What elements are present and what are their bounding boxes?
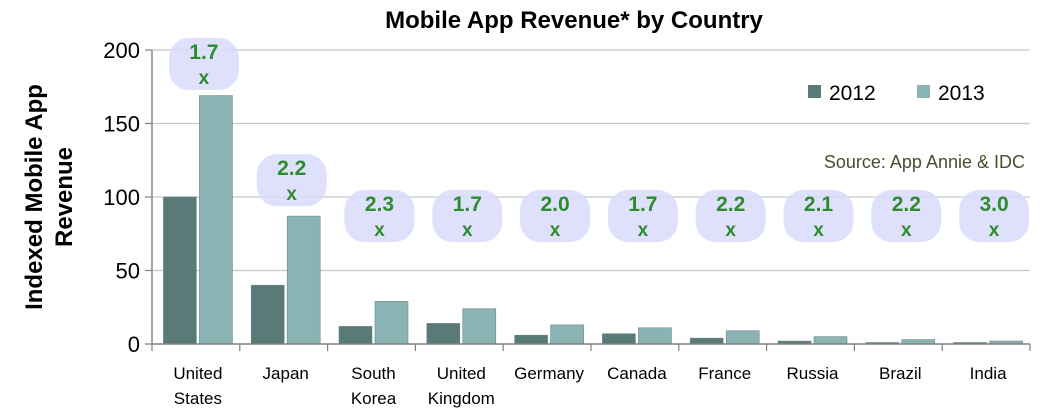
x-tick-label-line: States	[174, 389, 222, 408]
y-axis-label-line: Revenue	[51, 147, 78, 247]
bar-2013	[725, 330, 760, 345]
growth-bubble	[871, 190, 942, 242]
x-tick-label-line: Russia	[787, 364, 840, 383]
bar-2013	[286, 215, 321, 345]
x-tick-label-line: Korea	[351, 389, 397, 408]
growth-value: 1.7	[189, 41, 218, 64]
growth-value: 1.7	[453, 193, 482, 216]
bar-2012	[338, 326, 373, 345]
growth-bubble	[520, 190, 591, 242]
growth-value: 2.2	[716, 193, 745, 216]
source-note: Source: App Annie & IDC	[824, 152, 1025, 172]
y-tick-label: 100	[103, 185, 140, 210]
x-tick-label-line: Germany	[514, 364, 584, 383]
growth-bubble	[695, 190, 766, 242]
growth-suffix: x	[725, 220, 736, 241]
growth-bubble	[783, 190, 854, 242]
growth-bubble	[168, 38, 239, 90]
growth-value: 2.0	[540, 193, 569, 216]
growth-suffix: x	[462, 220, 473, 241]
x-tick-label: Russia	[787, 364, 840, 383]
growth-bubble	[256, 154, 327, 207]
x-tick-label: Japan	[263, 364, 309, 383]
growth-value: 3.0	[979, 193, 1008, 216]
x-axis-ticks: United States Japan South Korea United Kingdom…	[173, 364, 1007, 408]
x-tick-label: Germany	[514, 364, 584, 383]
growth-bubble	[344, 190, 415, 242]
bar-2012	[250, 284, 285, 345]
x-tick-label: United States	[173, 364, 222, 408]
bar-2013	[813, 336, 848, 345]
y-axis-label: Indexed Mobile App Revenue	[21, 84, 78, 310]
x-tick-label-line: South	[351, 364, 395, 383]
growth-value: 2.3	[365, 193, 394, 216]
growth-bubble	[607, 190, 678, 242]
chart-title: Mobile App Revenue* by Country	[385, 7, 763, 34]
x-tick-label-line: Brazil	[879, 364, 922, 383]
x-tick-label: South Korea	[351, 364, 397, 408]
growth-value: 2.2	[277, 157, 306, 180]
growth-suffix: x	[374, 220, 385, 241]
growth-suffix: x	[901, 220, 912, 241]
x-tick-label: Canada	[607, 364, 667, 383]
axes	[151, 50, 1031, 351]
bar-2012	[426, 323, 461, 345]
y-tick-label: 0	[128, 332, 140, 357]
bar-2013	[550, 324, 584, 345]
x-tick-label-line: Kingdom	[428, 389, 495, 408]
x-tick-label-line: United	[173, 364, 222, 383]
y-tick-label: 50	[116, 259, 140, 284]
x-tick-label-line: France	[698, 364, 751, 383]
x-tick-label-line: India	[970, 364, 1007, 383]
growth-labels: 1.7 x 2.2 x 2.3 x 1.7 x 2.0 x 1.7 x 2.2 x 2.1 x 2.2 x 3.0 x	[168, 38, 1030, 242]
legend-label-2012: 2012	[829, 82, 876, 105]
growth-suffix: x	[638, 220, 649, 241]
growth-bubble	[959, 190, 1030, 242]
growth-value: 1.7	[628, 193, 657, 216]
x-tick-label-line: United	[437, 364, 486, 383]
y-tick-label: 150	[103, 112, 140, 137]
bar-2012	[514, 334, 548, 345]
growth-suffix: x	[286, 184, 297, 205]
y-tick-label: 200	[103, 38, 140, 63]
bar-2012	[689, 337, 724, 345]
growth-value: 2.2	[892, 193, 921, 216]
y-axis-ticks: 0 50 100 150 200	[103, 38, 152, 357]
bar-2013	[374, 301, 409, 345]
legend: 2012 2013	[808, 82, 985, 105]
growth-value: 2.1	[804, 193, 834, 216]
x-tick-label-line: Canada	[607, 364, 667, 383]
x-tick-label: France	[698, 364, 751, 383]
legend-label-2013: 2013	[938, 82, 985, 105]
y-axis-label-line: Indexed Mobile App	[21, 84, 48, 310]
bars	[163, 95, 1023, 345]
x-tick-label: India	[970, 364, 1007, 383]
bar-2013	[199, 95, 233, 345]
growth-suffix: x	[199, 68, 210, 89]
x-tick-label: Brazil	[879, 364, 922, 383]
bar-2012	[602, 333, 636, 345]
bar-2012	[163, 196, 197, 345]
growth-suffix: x	[550, 220, 561, 241]
growth-suffix: x	[989, 220, 1000, 241]
legend-swatch-2013	[917, 85, 930, 98]
bar-2013	[462, 308, 497, 345]
growth-suffix: x	[813, 220, 824, 241]
x-tick-label: United Kingdom	[428, 364, 495, 408]
legend-swatch-2012	[808, 85, 821, 98]
x-tick-label-line: Japan	[263, 364, 309, 383]
growth-bubble	[432, 190, 503, 242]
bar-2013	[638, 327, 672, 345]
